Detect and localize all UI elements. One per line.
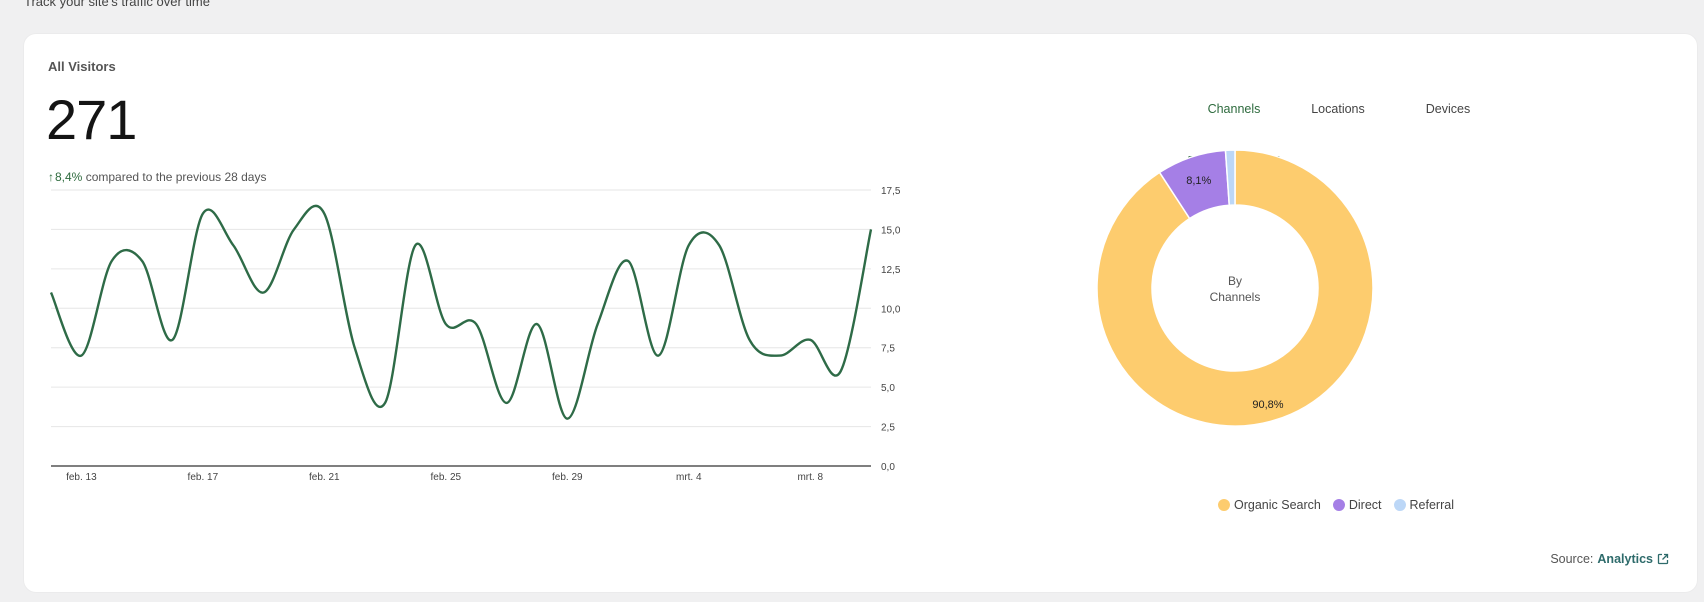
legend-swatch-referral	[1393, 499, 1406, 511]
visitors-series-line	[49, 204, 873, 420]
total-visitors: 271	[46, 88, 137, 151]
x-tick-label: feb. 21	[309, 472, 340, 483]
channels-donut-chart: 90,8% 8,1% By Channels	[1096, 149, 1374, 427]
legend-item-referral[interactable]: Referral	[1393, 498, 1454, 512]
donut-slice-referral[interactable]	[1224, 149, 1236, 206]
slice-label: 90,8%	[1252, 399, 1283, 411]
legend-item-direct[interactable]: Direct	[1332, 498, 1382, 512]
y-tick-label: 2,5	[881, 423, 895, 434]
x-tick-label: feb. 29	[552, 472, 583, 483]
y-tick-label: 0,0	[881, 462, 895, 473]
visitors-line-chart: 0,0 2,5 5,0 7,5 10,0 12,5 15,0 17,5 feb. 13 feb. …	[49, 186, 901, 483]
tab-locations[interactable]: Locations	[1311, 102, 1365, 116]
x-tick-label: feb. 13	[66, 472, 97, 483]
y-tick-label: 5,0	[881, 383, 895, 394]
source-label: Source:	[1550, 552, 1594, 566]
x-tick-label: feb. 25	[431, 472, 462, 483]
donut-center-line2: Channels	[1210, 290, 1261, 304]
legend-swatch-organic	[1218, 499, 1230, 511]
trend-summary: ↑8,4% compared to the previous 28 days	[48, 170, 266, 184]
donut-legend: Organic Search Direct Referral	[1218, 498, 1454, 512]
y-tick-label: 12,5	[881, 265, 901, 276]
y-tick-label: 15,0	[881, 225, 901, 236]
trend-text: compared to the previous 28 days	[85, 170, 267, 184]
tab-channels[interactable]: Channels	[1207, 102, 1261, 116]
y-tick-label: 10,0	[881, 304, 901, 315]
donut-center-line1: By	[1228, 274, 1242, 288]
external-link-icon[interactable]	[1657, 553, 1669, 565]
tab-devices[interactable]: Devices	[1425, 102, 1471, 116]
donut-slice-organic[interactable]	[1096, 149, 1374, 427]
x-tick-label: mrt. 8	[797, 472, 823, 483]
legend-swatch-direct	[1332, 499, 1345, 511]
y-tick-label: 7,5	[881, 344, 895, 355]
legend-label-referral: Referral	[1409, 498, 1454, 512]
card-title: All Visitors	[48, 59, 116, 74]
legend-label-direct: Direct	[1348, 498, 1382, 512]
analytics-link[interactable]: Analytics	[1597, 552, 1653, 566]
slice-label: 8,1%	[1186, 175, 1211, 187]
trend-value: 8,4%	[55, 170, 83, 184]
visitors-card: All Visitors 271 ↑8,4% compared to the p…	[24, 34, 1697, 592]
legend-item-organic[interactable]: Organic Search	[1218, 498, 1321, 512]
page-subtitle: Track your site's traffic over time	[24, 0, 210, 9]
x-tick-label: feb. 17	[188, 472, 219, 483]
x-tick-label: mrt. 4	[676, 472, 702, 483]
y-tick-label: 17,5	[881, 186, 901, 197]
breakdown-tabs: Channels Locations Devices	[1188, 100, 1508, 164]
legend-label-organic: Organic Search	[1234, 498, 1321, 512]
arrow-up-icon: ↑	[48, 170, 54, 184]
source-line: Source: Analytics	[1550, 552, 1669, 566]
